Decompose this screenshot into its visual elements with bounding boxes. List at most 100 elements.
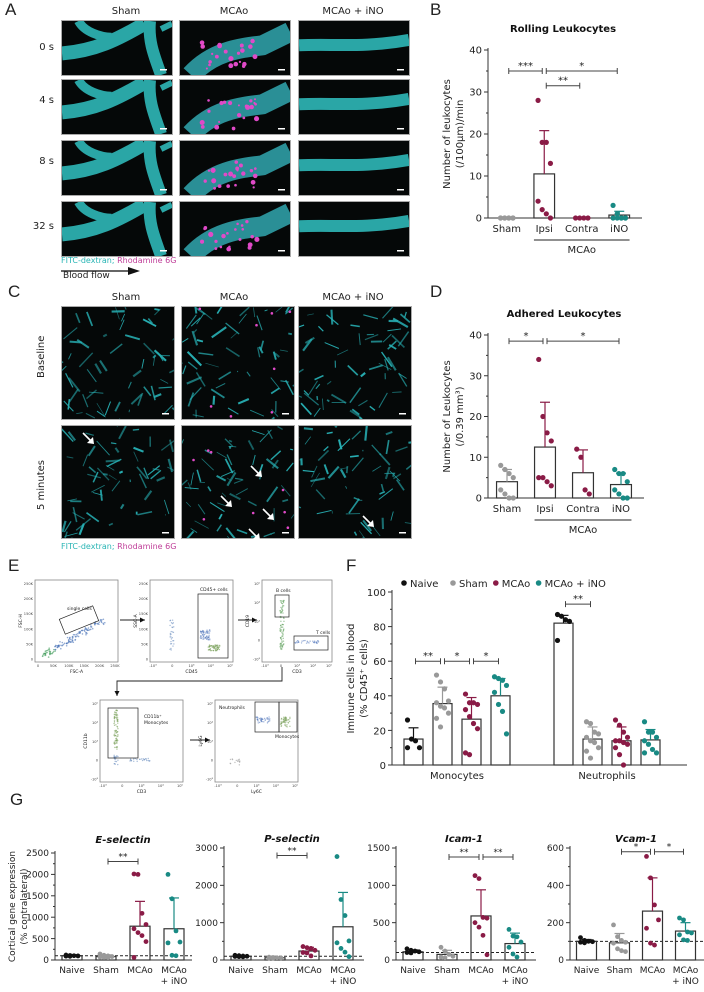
svg-text:10⁵: 10⁵ bbox=[207, 702, 214, 706]
legend-item: MCAo bbox=[493, 579, 530, 590]
annotation-arrow-icon bbox=[82, 432, 94, 444]
bar-group bbox=[298, 944, 320, 961]
bar-group bbox=[611, 717, 632, 768]
svg-text:FSC-A: FSC-A bbox=[70, 669, 84, 675]
svg-text:0: 0 bbox=[212, 956, 218, 966]
svg-text:FSC-H: FSC-H bbox=[18, 614, 24, 628]
svg-text:iNO: iNO bbox=[612, 504, 630, 515]
svg-text:CD3: CD3 bbox=[137, 789, 147, 795]
svg-text:1000: 1000 bbox=[26, 913, 49, 923]
svg-text:250K: 250K bbox=[110, 664, 120, 668]
svg-text:0: 0 bbox=[476, 214, 482, 225]
bar-group bbox=[163, 872, 185, 961]
bar-group bbox=[497, 215, 516, 221]
svg-text:0: 0 bbox=[558, 956, 564, 966]
svg-text:10³: 10³ bbox=[254, 620, 261, 624]
svg-text:200: 200 bbox=[547, 919, 564, 929]
bar-group bbox=[572, 215, 591, 221]
svg-text:Cortical gene expression: Cortical gene expression bbox=[8, 851, 18, 962]
svg-text:250K: 250K bbox=[24, 582, 34, 586]
svg-text:+ iNO: + iNO bbox=[161, 977, 188, 987]
legend-fitc-c: FITC-dextran; bbox=[61, 542, 115, 551]
svg-text:Monocytes: Monocytes bbox=[275, 734, 300, 740]
svg-text:*: * bbox=[634, 843, 639, 853]
svg-text:0: 0 bbox=[37, 664, 40, 668]
legend-item: Sham bbox=[450, 579, 488, 590]
legend-item: Naive bbox=[401, 579, 438, 590]
bar-group bbox=[61, 952, 83, 961]
legend-rhodamine: Rhodamine 6G bbox=[117, 256, 177, 265]
micrograph-c-0-0 bbox=[61, 306, 175, 420]
micrograph-a-2-1 bbox=[179, 140, 291, 196]
svg-text:MCAo: MCAo bbox=[640, 966, 666, 976]
annotation-arrow-icon bbox=[250, 465, 262, 477]
svg-text:MCAo: MCAo bbox=[502, 966, 528, 976]
gating-arrow-icon bbox=[116, 667, 283, 696]
legend-a: FITC-dextran; Rhodamine 6G bbox=[61, 256, 176, 265]
svg-text:Sham: Sham bbox=[93, 966, 119, 976]
svg-text:CD3: CD3 bbox=[292, 669, 302, 675]
svg-text:(% contralateral): (% contralateral) bbox=[20, 868, 30, 944]
svg-text:Sham: Sham bbox=[607, 966, 633, 976]
col-title-mcao: MCAo bbox=[219, 6, 249, 17]
svg-text:**: ** bbox=[288, 846, 298, 856]
svg-text:P-selectin: P-selectin bbox=[264, 834, 320, 845]
svg-text:0: 0 bbox=[258, 639, 261, 643]
svg-text:Number of leukocytes: Number of leukocytes bbox=[442, 79, 453, 189]
svg-text:1000: 1000 bbox=[367, 881, 390, 891]
svg-text:Adhered Leukocytes: Adhered Leukocytes bbox=[507, 309, 622, 320]
svg-text:(/100µm)/min: (/100µm)/min bbox=[455, 100, 466, 169]
svg-text:200K: 200K bbox=[95, 664, 105, 668]
svg-text:10⁴: 10⁴ bbox=[207, 721, 214, 725]
bar-group bbox=[582, 719, 603, 766]
svg-text:-10³: -10³ bbox=[214, 784, 222, 788]
bar-group bbox=[129, 871, 151, 961]
svg-text:50K: 50K bbox=[141, 642, 149, 646]
svg-text:B cells: B cells bbox=[276, 588, 291, 594]
bar-group bbox=[533, 97, 556, 221]
svg-text:10⁴: 10⁴ bbox=[254, 601, 261, 605]
svg-text:0: 0 bbox=[43, 956, 49, 966]
flow-plot: -10³ 0 10³ 10⁴ 10⁵ -10³ 0 10³ 10⁴ 10⁵ CD3 CD11b CD11… bbox=[83, 699, 184, 795]
svg-text:T cells: T cells bbox=[315, 630, 331, 636]
micrograph-a-2-0 bbox=[61, 140, 173, 196]
annotation-arrow-icon bbox=[248, 528, 260, 540]
svg-text:80: 80 bbox=[373, 623, 386, 634]
svg-text:10⁴: 10⁴ bbox=[273, 784, 280, 788]
flow-cytometry-gating: 0 50K 100K 150K 200K 250K 0 50K 100K 150K 200K 250K… bbox=[18, 579, 333, 795]
bar-group bbox=[470, 873, 492, 961]
svg-text:CD45+ cells: CD45+ cells bbox=[200, 587, 228, 593]
bar-group bbox=[332, 854, 354, 961]
svg-text:0: 0 bbox=[96, 759, 99, 763]
svg-text:2500: 2500 bbox=[26, 849, 49, 859]
svg-text:Ly6C: Ly6C bbox=[251, 789, 262, 795]
svg-text:MCAo: MCAo bbox=[673, 966, 699, 976]
svg-text:Naive: Naive bbox=[228, 966, 254, 976]
svg-text:150K: 150K bbox=[24, 612, 34, 616]
svg-text:MCAo: MCAo bbox=[568, 245, 596, 256]
panel-label-b: B bbox=[430, 0, 442, 19]
bar-group bbox=[432, 672, 453, 766]
svg-text:250K: 250K bbox=[139, 582, 149, 586]
svg-text:iNO: iNO bbox=[610, 224, 628, 235]
svg-text:40: 40 bbox=[469, 331, 482, 342]
bar-group bbox=[571, 446, 595, 499]
svg-text:10³: 10³ bbox=[253, 784, 260, 788]
row-label-baseline: Baseline bbox=[36, 335, 47, 378]
svg-text:10⁴: 10⁴ bbox=[92, 721, 99, 725]
svg-text:Ipsi: Ipsi bbox=[536, 504, 553, 515]
bar-group bbox=[640, 719, 661, 766]
bar-group bbox=[436, 944, 458, 961]
svg-text:0: 0 bbox=[211, 759, 214, 763]
micrograph-c-1-0 bbox=[61, 425, 175, 539]
svg-text:Rolling Leukocytes: Rolling Leukocytes bbox=[510, 24, 616, 35]
bar-group bbox=[230, 952, 252, 961]
svg-text:0: 0 bbox=[171, 664, 174, 668]
panel-label-f: F bbox=[346, 556, 357, 575]
svg-text:20: 20 bbox=[373, 726, 386, 737]
